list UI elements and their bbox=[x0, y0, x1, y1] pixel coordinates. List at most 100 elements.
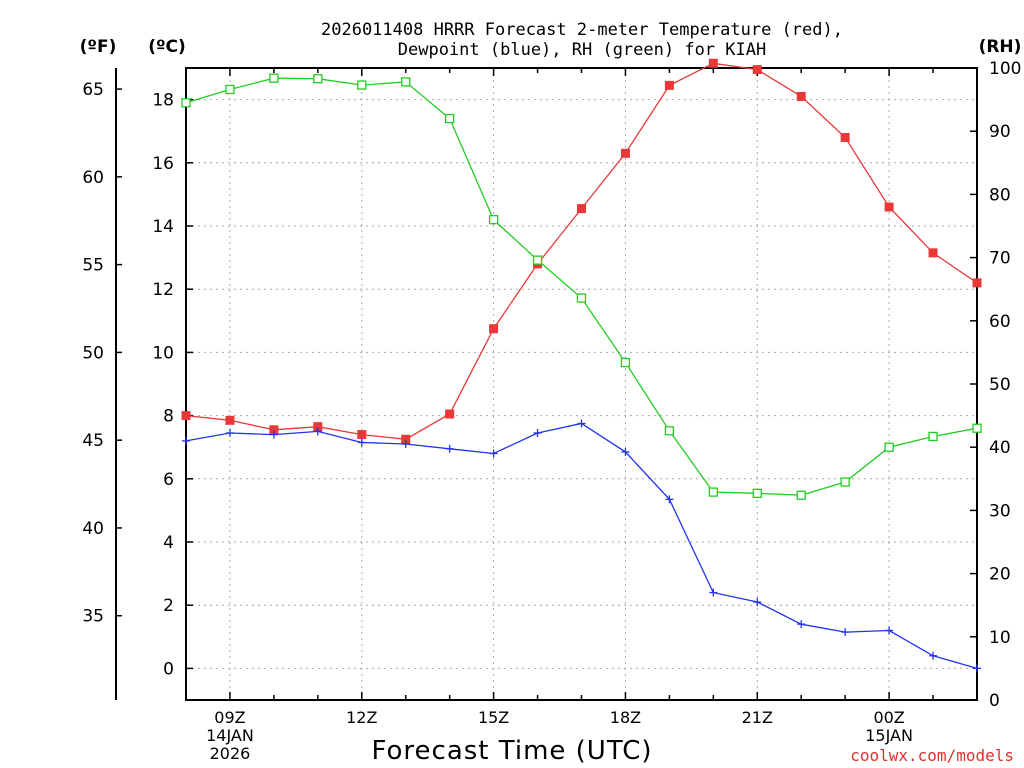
temperature-point bbox=[181, 411, 191, 421]
rh-point bbox=[576, 293, 587, 303]
rh-tick-label: 100 bbox=[989, 59, 1021, 79]
x-tick-label: 2026 bbox=[210, 744, 251, 763]
rh-point bbox=[840, 477, 850, 487]
fahrenheit-tick-label: 35 bbox=[82, 607, 104, 627]
fahrenheit-tick-label: 50 bbox=[82, 343, 104, 363]
fahrenheit-tick-label: 60 bbox=[82, 168, 104, 188]
dewpoint-point bbox=[401, 440, 410, 449]
rh-tick-label: 70 bbox=[989, 249, 1011, 269]
celsius-tick-label: 0 bbox=[163, 659, 174, 679]
rh-tick-label: 40 bbox=[989, 438, 1011, 458]
rh-tick-label: 80 bbox=[989, 185, 1011, 205]
dewpoint-point bbox=[313, 427, 322, 436]
temperature-point bbox=[445, 409, 455, 419]
fahrenheit-unit-label: (ºF) bbox=[80, 37, 117, 57]
temperature-point bbox=[928, 248, 938, 258]
temperature-point bbox=[884, 202, 894, 212]
dewpoint-point bbox=[621, 447, 630, 456]
rh-point bbox=[488, 215, 499, 225]
rh-tick-label: 10 bbox=[989, 628, 1011, 648]
rh-point bbox=[357, 80, 367, 90]
rh-point bbox=[181, 98, 191, 108]
dewpoint-point bbox=[753, 598, 762, 607]
dewpoint-point bbox=[665, 495, 674, 504]
dewpoint-point bbox=[182, 436, 190, 445]
celsius-tick-label: 2 bbox=[163, 596, 174, 616]
celsius-tick-label: 6 bbox=[163, 470, 174, 490]
rh-point bbox=[972, 423, 982, 433]
x-tick-label: 15JAN bbox=[865, 726, 913, 745]
celsius-tick-label: 12 bbox=[152, 280, 174, 300]
chart-title-line2: Dewpoint (blue), RH (green) for KIAH bbox=[398, 40, 766, 60]
dewpoint-point bbox=[885, 626, 894, 635]
x-tick-label: 09Z bbox=[214, 708, 245, 727]
rh-point bbox=[752, 488, 762, 498]
x-tick-label: 12Z bbox=[346, 708, 377, 727]
dewpoint-point bbox=[929, 651, 938, 660]
axes bbox=[115, 67, 978, 701]
rh-point bbox=[928, 431, 938, 442]
x-tick-label: 00Z bbox=[873, 708, 904, 727]
rh-tick-label: 60 bbox=[989, 312, 1011, 332]
rh-point bbox=[445, 113, 455, 124]
temperature-point bbox=[752, 65, 762, 75]
rh-tick-label: 0 bbox=[989, 691, 1000, 711]
chart-title-line1: 2026011408 HRRR Forecast 2-meter Tempera… bbox=[321, 20, 843, 40]
x-tick-label: 18Z bbox=[610, 708, 641, 727]
dewpoint-point bbox=[533, 428, 542, 437]
grid-lines bbox=[186, 68, 977, 700]
temperature-point bbox=[357, 430, 367, 440]
celsius-tick-label: 16 bbox=[152, 154, 174, 174]
temperature-point bbox=[796, 91, 806, 101]
celsius-tick-label: 10 bbox=[152, 343, 174, 363]
credit-label: coolwx.com/models bbox=[850, 746, 1014, 765]
temperature-point bbox=[620, 148, 630, 158]
dewpoint-point bbox=[577, 419, 586, 428]
rh-point bbox=[796, 490, 806, 500]
rh-point bbox=[313, 74, 323, 84]
x-tick-label: 15Z bbox=[478, 708, 509, 727]
x-axis-title: Forecast Time (UTC) bbox=[371, 736, 652, 766]
x-tick-label: 21Z bbox=[742, 708, 773, 727]
rh-point bbox=[884, 442, 894, 452]
rh-tick-label: 90 bbox=[989, 122, 1011, 142]
dewpoint-point bbox=[269, 430, 278, 439]
temperature-point bbox=[972, 278, 982, 288]
temperature-point bbox=[708, 58, 718, 68]
temperature-series-line bbox=[185, 62, 978, 440]
celsius-tick-label: 18 bbox=[152, 91, 174, 111]
temperature-point bbox=[664, 80, 674, 90]
temperature-point bbox=[577, 204, 586, 214]
celsius-tick-label: 8 bbox=[163, 407, 174, 427]
rh-point bbox=[401, 77, 411, 87]
rh-unit-label: (RH) bbox=[979, 37, 1022, 57]
dewpoint-point bbox=[709, 588, 718, 597]
dewpoint-point bbox=[357, 438, 366, 447]
dewpoint-series-line bbox=[185, 422, 978, 670]
temperature-point bbox=[225, 415, 235, 425]
fahrenheit-tick-label: 65 bbox=[82, 80, 104, 100]
rh-point bbox=[708, 487, 718, 497]
celsius-tick-label: 4 bbox=[163, 533, 174, 553]
tick-labels: 0 2 4 6 8 10 12 14 16 18 35 40 45 50 55 60 65 0 10 20 30 40 50… bbox=[82, 59, 1021, 763]
rh-tick-label: 30 bbox=[989, 501, 1011, 521]
x-tick-label: 14JAN bbox=[206, 726, 254, 745]
fahrenheit-tick-label: 55 bbox=[82, 256, 104, 276]
dewpoint-point bbox=[973, 664, 981, 673]
rh-tick-label: 20 bbox=[989, 565, 1011, 585]
fahrenheit-tick-label: 45 bbox=[82, 431, 104, 451]
temperature-point bbox=[489, 324, 499, 334]
celsius-tick-label: 14 bbox=[152, 217, 174, 237]
rh-point bbox=[664, 426, 675, 436]
rh-tick-label: 50 bbox=[989, 375, 1011, 395]
data-series bbox=[181, 58, 982, 673]
dewpoint-point bbox=[225, 428, 234, 437]
fahrenheit-tick-label: 40 bbox=[82, 519, 104, 539]
dewpoint-point bbox=[841, 628, 850, 637]
dewpoint-point bbox=[445, 444, 454, 453]
temperature-point bbox=[840, 133, 850, 143]
dewpoint-point bbox=[489, 449, 498, 458]
dewpoint-point bbox=[797, 620, 806, 629]
rh-point bbox=[620, 357, 631, 368]
